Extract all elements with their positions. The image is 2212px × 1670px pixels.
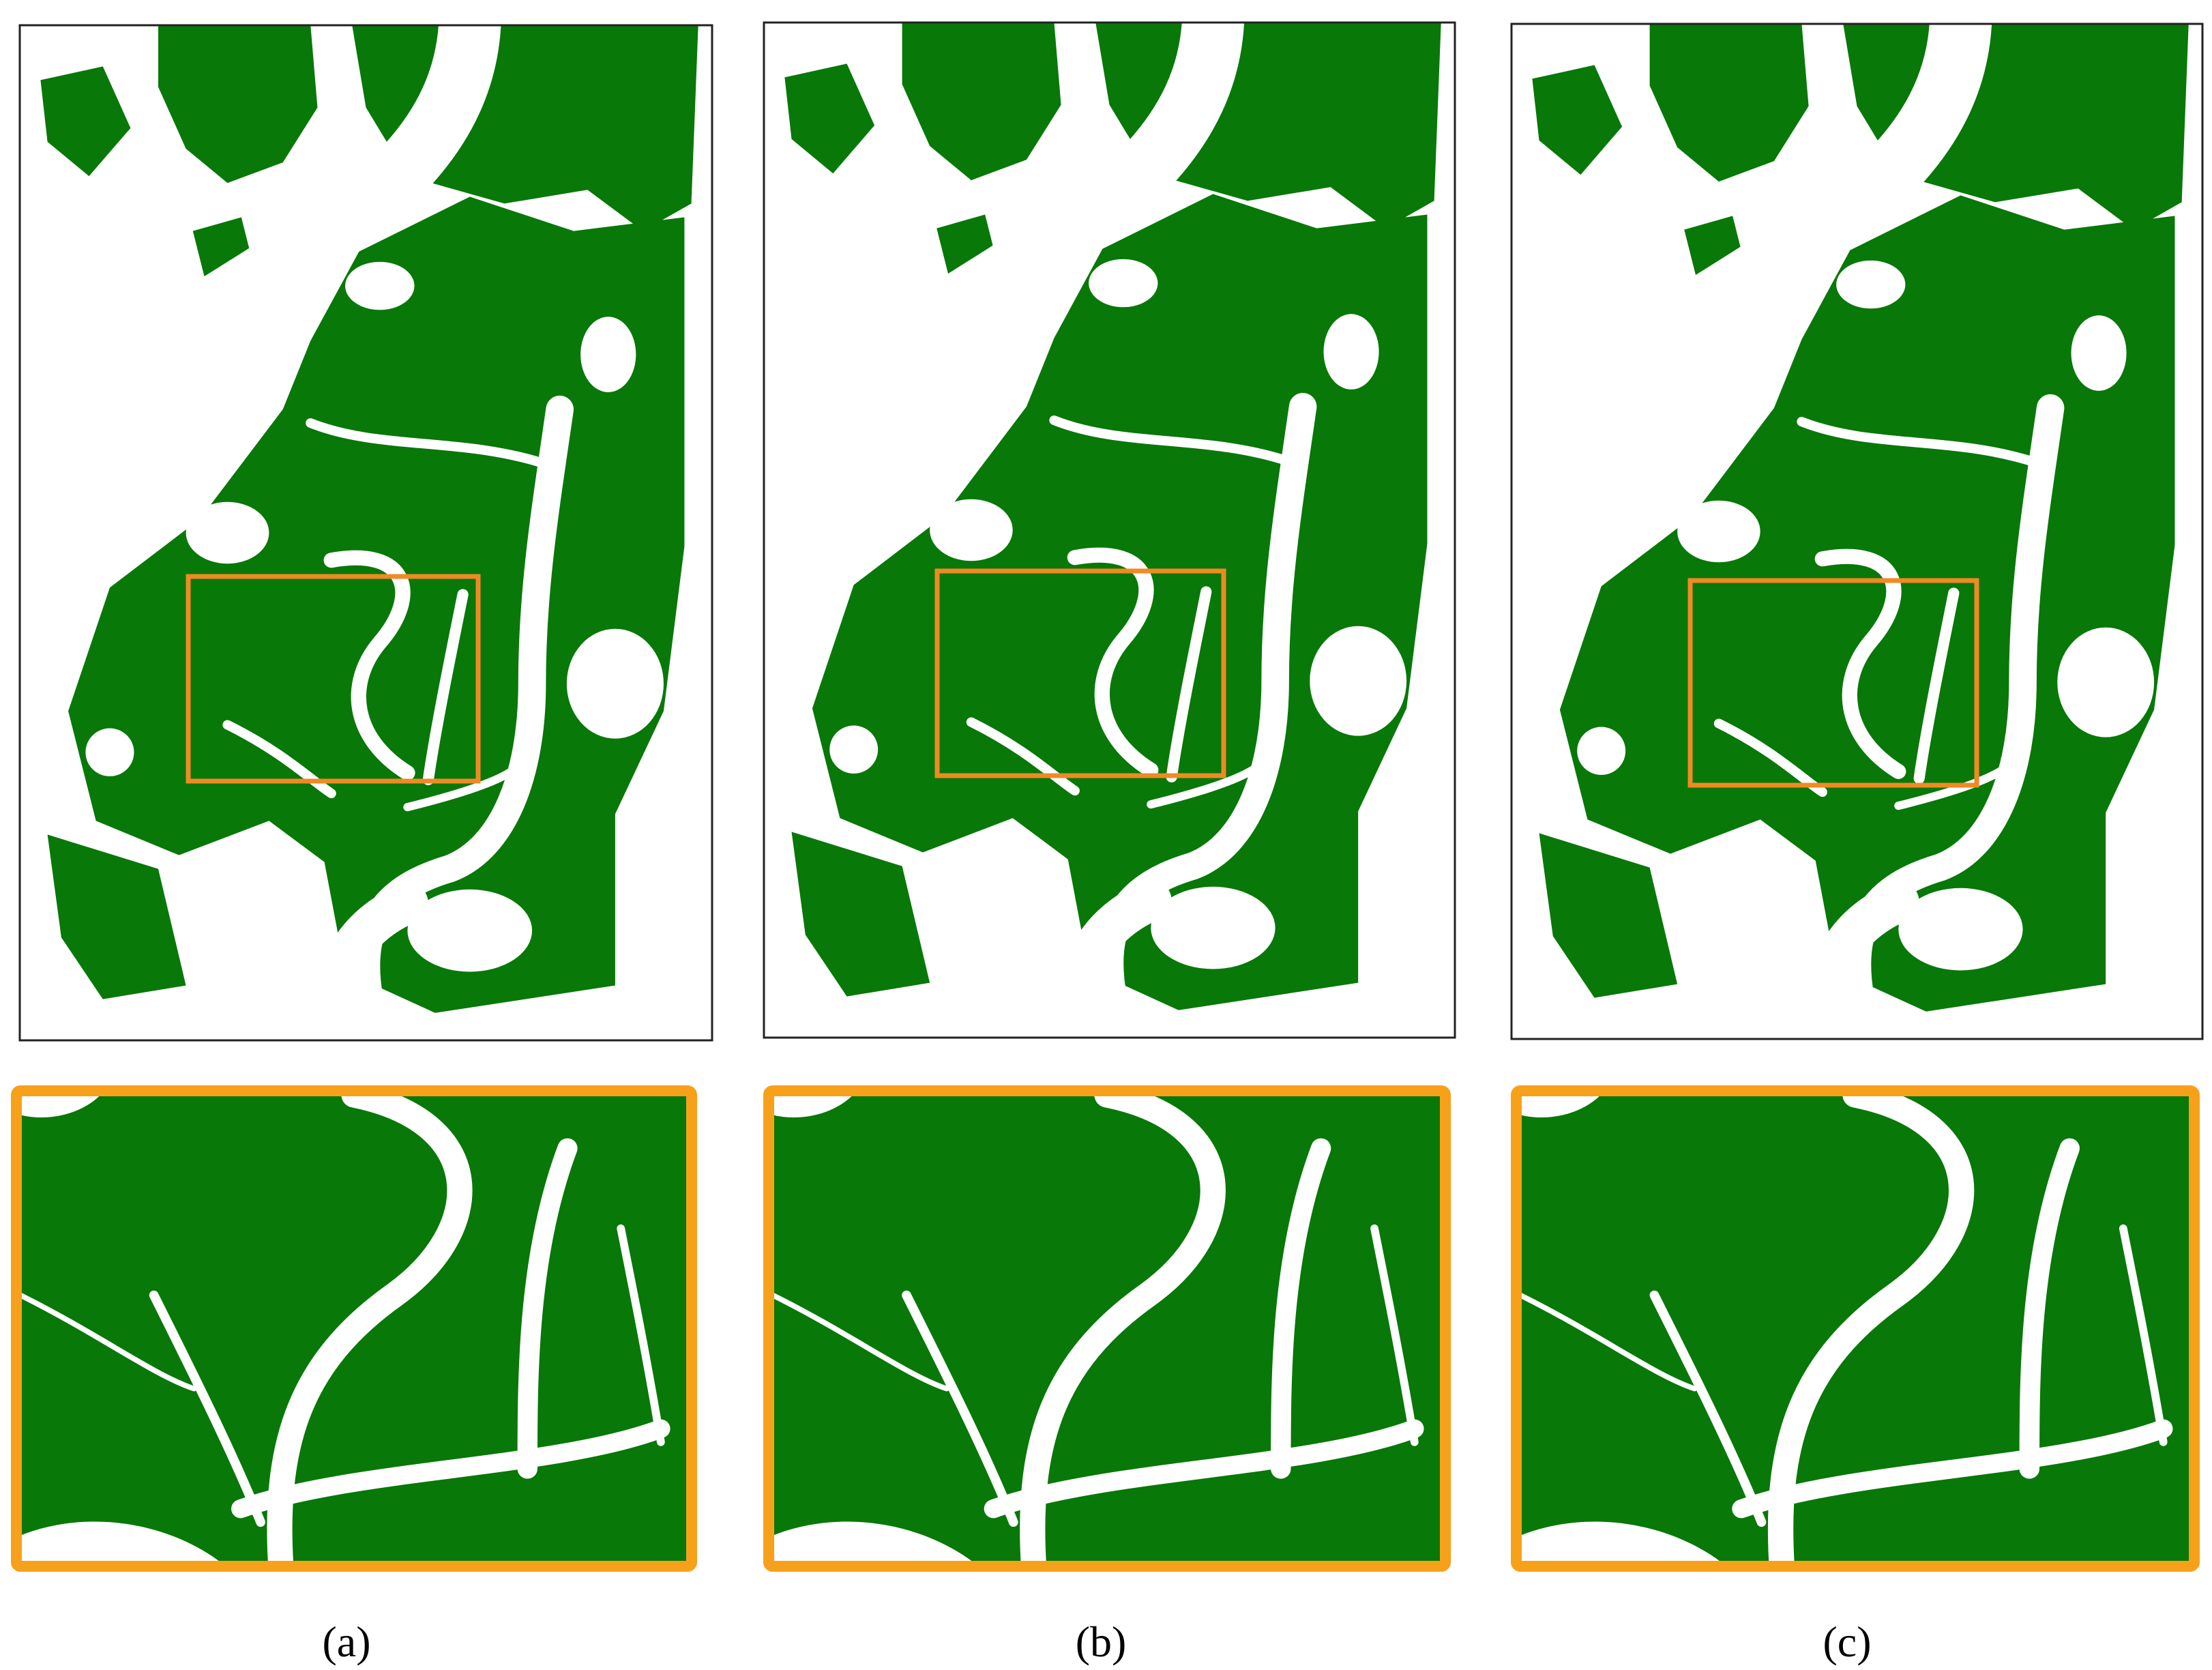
caption: (c) — [1823, 1617, 1871, 1666]
map-c — [1510, 23, 2204, 1040]
map-b — [763, 21, 1456, 1039]
inset-a — [11, 1085, 697, 1572]
inset-c — [1511, 1085, 2200, 1572]
inset-b — [763, 1085, 1451, 1572]
caption: (b) — [1076, 1617, 1127, 1666]
caption: (a) — [322, 1617, 370, 1666]
map-a — [18, 24, 713, 1042]
